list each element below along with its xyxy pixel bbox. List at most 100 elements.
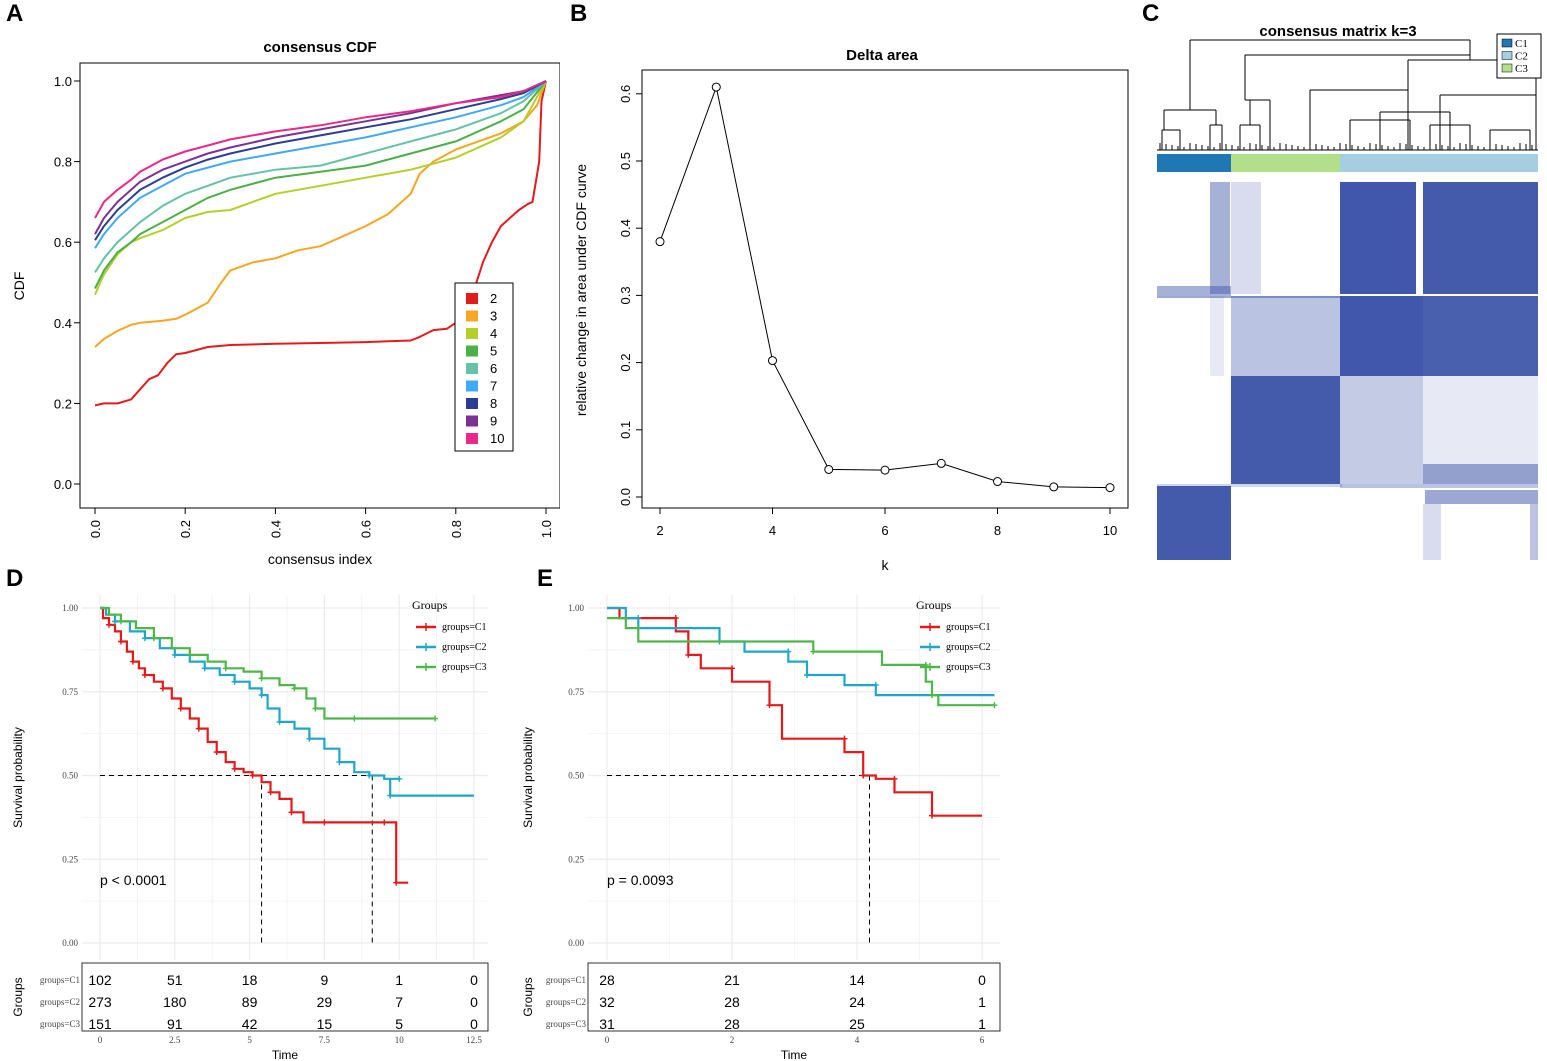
chart-e-ytick-label: 0.50 (568, 771, 584, 781)
chart-d-censor-mark (141, 635, 148, 642)
chart-c-legend-label: C1 (1515, 38, 1528, 50)
chart-e-risk-row-label: groups=C2 (546, 997, 586, 1007)
chart-d-censor-mark (432, 715, 439, 722)
chart-e-censor-mark (729, 665, 735, 672)
chart-e-risk-cell: 32 (599, 994, 615, 1010)
chart-b-point (993, 477, 1002, 487)
chart-e-legend-label: groups=C3 (946, 662, 991, 673)
panel-label-a: A (6, 0, 24, 27)
chart-b-ylabel: relative change in area under CDF curve (573, 164, 589, 416)
chart-e-censor-mark (860, 772, 867, 779)
chart-d-censor-mark (306, 735, 313, 742)
chart-a-series-10 (94, 80, 547, 219)
chart-d-censor-mark (396, 775, 403, 782)
chart-c-matrix-block (1340, 484, 1538, 488)
chart-b-point (768, 356, 777, 366)
chart-c-matrix-block (1423, 504, 1441, 560)
chart-d-xlabel: Time (272, 1048, 299, 1061)
chart-d-censor-mark (195, 725, 202, 732)
chart-c-matrix-block (1340, 182, 1416, 294)
chart-d-censor-mark (159, 685, 166, 692)
chart-a-ytick-label: 0.0 (54, 477, 72, 492)
chart-b-ytick-label: 0.3 (618, 286, 633, 304)
chart-d-censor-mark (381, 819, 388, 826)
chart-e-censor-mark (872, 682, 879, 689)
chart-d-censor-mark (231, 678, 238, 685)
chart-b-title: Delta area (846, 47, 918, 64)
chart-d-censor-mark (150, 635, 157, 642)
chart-b-xtick-label: 6 (881, 523, 888, 538)
chart-c-matrix-block (1423, 296, 1538, 376)
panel-label-d: D (6, 565, 24, 592)
chart-a-ytick-label: 0.2 (54, 396, 72, 411)
chart-a-legend-label: 2 (490, 291, 497, 306)
chart-d-risk-cell: 51 (167, 972, 183, 988)
chart-d-plot-bg (82, 595, 488, 960)
chart-d-pvalue: p < 0.0001 (100, 872, 167, 888)
chart-a-series-8 (94, 80, 547, 241)
chart-d-risk-cell: 91 (167, 1016, 183, 1032)
chart-a-legend-label: 10 (490, 431, 504, 446)
chart-b-series-line (659, 85, 1111, 489)
chart-e-risk-cell: 0 (978, 972, 986, 988)
chart-d-ytick-label: 0.75 (62, 687, 78, 697)
chart-b-ytick-label: 0.4 (618, 219, 633, 237)
chart-d-censor-mark (177, 705, 184, 712)
chart-c-matrix-block (1231, 296, 1340, 376)
chart-b-xtick-label: 10 (1103, 523, 1117, 538)
chart-d-censor-mark (117, 618, 124, 625)
chart-e-risk-cell: 14 (849, 972, 865, 988)
chart-a-legend-label: 5 (490, 344, 497, 359)
chart-a-consensus-cdf: consensus CDF 0.0 0.2 0.4 0.6 0.8 1.0 0.0 0.2 0.… (11, 39, 560, 567)
chart-e-censor-mark (929, 812, 935, 819)
chart-c-matrix-block (1530, 504, 1538, 560)
chart-d-censor-mark (129, 658, 136, 665)
chart-a-ytick-label: 1.0 (54, 74, 72, 89)
chart-a-legend: 2 3 4 5 6 7 8 9 10 (454, 282, 514, 452)
chart-a-legend-label: 6 (490, 361, 497, 376)
chart-d-censor-mark (141, 672, 148, 678)
chart-e-xlabel: Time (781, 1048, 808, 1061)
chart-d-risk-row-label: groups=C3 (40, 1019, 81, 1029)
chart-b-point (824, 464, 834, 474)
chart-e-censor-mark (810, 648, 817, 655)
panel-label-b: B (570, 0, 588, 27)
chart-e-legend-title: Groups (916, 598, 952, 612)
chart-a-legend-label: 4 (490, 326, 497, 341)
chart-d-xtick-label: 0 (98, 1035, 103, 1045)
chart-e-censor-mark (766, 702, 773, 709)
chart-a-legend-swatch (466, 433, 478, 444)
chart-b-point (1105, 483, 1115, 493)
chart-d-risk-cell: 0 (470, 994, 478, 1010)
chart-c-matrix-block (1423, 182, 1538, 294)
chart-a-legend-label: 9 (490, 414, 497, 429)
chart-d-censor-mark (222, 665, 229, 672)
chart-c-bar-c2 (1340, 154, 1538, 172)
chart-a-legend-label: 3 (490, 309, 497, 324)
chart-d-risk-cell: 273 (88, 994, 112, 1010)
chart-e-censor-mark (635, 615, 642, 622)
chart-e-risk-row-label: groups=C3 (546, 1019, 587, 1029)
chart-a-legend-label: 8 (490, 396, 497, 411)
chart-e-risk-cell: 28 (724, 1016, 740, 1032)
chart-d-censor-mark (366, 772, 373, 779)
chart-e-ytick-label: 0.75 (568, 687, 584, 697)
chart-d-risk-cell: 7 (395, 994, 403, 1010)
chart-d-legend-label: groups=C2 (442, 642, 487, 653)
chart-a-xtick-label: 1.0 (539, 520, 554, 538)
chart-a-series-2 (94, 80, 547, 407)
chart-d-risk-cell: 151 (88, 1016, 112, 1032)
chart-a-ytick-label: 0.8 (54, 155, 72, 170)
chart-c-matrix-block (1157, 286, 1231, 296)
chart-e-legend-label: groups=C1 (946, 622, 991, 633)
chart-a-xtick-label: 0.8 (449, 520, 464, 538)
chart-d-censor-mark (186, 651, 193, 658)
chart-e-ytick-label: 1.00 (568, 603, 584, 613)
chart-d-risk-cell: 1 (395, 972, 403, 988)
chart-d-censor-mark (336, 759, 343, 766)
chart-e-ytick-label: 0.00 (568, 938, 584, 948)
chart-e-censor-mark (804, 672, 810, 678)
chart-d-xtick-label: 12.5 (466, 1035, 482, 1045)
chart-b-ytick-label: 0.2 (618, 354, 633, 372)
chart-c-legend-swatch (1501, 38, 1513, 48)
